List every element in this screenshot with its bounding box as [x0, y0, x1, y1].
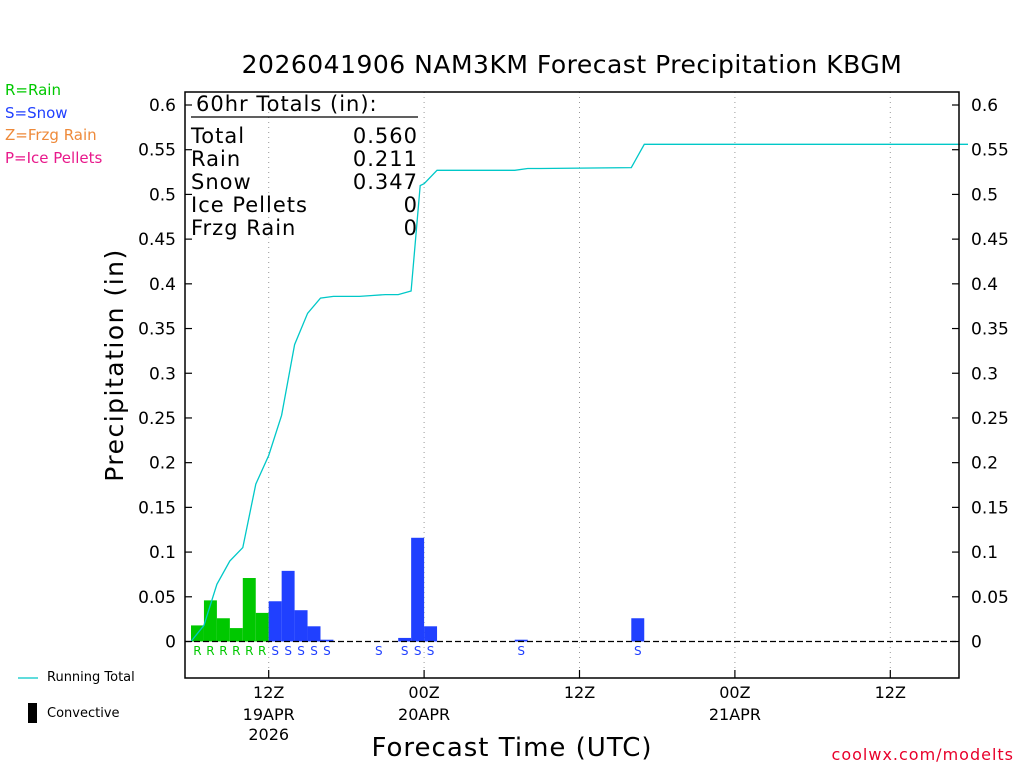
y-axis-left: 0.6 0.55 0.5 0.45 0.4 0.35 0.3 0.25 0.2 0.15 0.1 0.… [138, 96, 192, 653]
ptype-label-hour-26: S [517, 644, 525, 658]
legend-snow: S=Snow [5, 104, 68, 122]
xtick-label-2: 12Z [564, 683, 595, 702]
totals-value-snow: 0.347 [352, 170, 418, 194]
legend-rain: R=Rain [5, 81, 61, 99]
ptype-label-hour-9: S [297, 644, 305, 658]
running-total-legend-label: Running Total [47, 670, 135, 685]
totals-value-rain: 0.211 [352, 147, 418, 171]
legend-frzg-rain: Z=Frzg Rain [5, 126, 97, 144]
totals-label-frzg-rain: Frzg Rain [191, 216, 297, 240]
ytick-right-label-11: 0.05 [971, 588, 1009, 608]
totals-label-rain: Rain [191, 147, 242, 171]
bar-hour-35 [631, 618, 645, 642]
bar-hour-8 [281, 570, 295, 642]
ytick-right-label-2: 0.5 [971, 185, 998, 205]
totals-header: 60hr Totals (in): [196, 92, 378, 116]
ytick-left-label-6: 0.3 [149, 364, 176, 384]
xtick-date-0: 19APR [243, 705, 295, 724]
ptype-label-hour-2: R [206, 644, 214, 658]
convective-legend-swatch [28, 703, 37, 723]
ytick-right-label-9: 0.15 [971, 498, 1009, 518]
ytick-left-label-8: 0.2 [149, 454, 176, 474]
bar-hour-11 [320, 639, 334, 642]
ytick-right-label-6: 0.3 [971, 364, 998, 384]
bar-hour-3 [216, 618, 230, 642]
bar-hour-7 [268, 601, 282, 642]
ptype-label-hour-18: S [414, 644, 422, 658]
xtick-date-1: 20APR [398, 705, 450, 724]
ptype-label-hour-7: S [271, 644, 279, 658]
ytick-left-label-3: 0.45 [138, 230, 176, 250]
ytick-right-label-5: 0.35 [971, 320, 1009, 340]
ytick-right-label-12: 0 [971, 633, 982, 653]
ytick-left-label-11: 0.05 [138, 588, 176, 608]
bar-hour-17 [398, 637, 412, 642]
convective-legend-label: Convective [47, 706, 120, 721]
y-axis-label: Precipitation (in) [100, 248, 129, 482]
ytick-left-label-10: 0.1 [149, 543, 176, 563]
ytick-left-label-5: 0.35 [138, 320, 176, 340]
bar-hour-6 [255, 612, 269, 642]
ytick-right-label-1: 0.55 [971, 141, 1009, 161]
totals-value-total: 0.560 [352, 124, 418, 148]
ytick-right-label-7: 0.25 [971, 409, 1009, 429]
ytick-left-label-12: 0 [165, 633, 176, 653]
ptype-label-hour-15: S [375, 644, 383, 658]
ptype-label-hour-6: R [258, 644, 266, 658]
ytick-left-label-4: 0.4 [149, 275, 176, 295]
running-total-series [190, 143, 968, 642]
bar-hour-9 [294, 610, 308, 642]
ptype-label-hour-35: S [634, 644, 642, 658]
ytick-left-label-1: 0.55 [138, 141, 176, 161]
ptype-label-hour-5: R [245, 644, 253, 658]
ptype-label-hour-1: R [193, 644, 201, 658]
running-total-line [190, 143, 968, 642]
bar-hour-5 [242, 578, 256, 642]
xtick-date-3: 21APR [709, 705, 761, 724]
y-axis-right: 0.6 0.55 0.5 0.45 0.4 0.35 0.3 0.25 0.2 0.15 0.1 0.… [952, 96, 1009, 653]
xtick-label-4: 12Z [875, 683, 906, 702]
xtick-label-3: 00Z [719, 683, 750, 702]
ptype-label-hour-11: S [323, 644, 331, 658]
bar-hour-2 [203, 600, 217, 642]
ytick-left-label-7: 0.25 [138, 409, 176, 429]
ptype-label-hour-3: R [219, 644, 227, 658]
ptype-label-hour-19: S [427, 644, 435, 658]
x-axis-label: Forecast Time (UTC) [371, 733, 653, 763]
ytick-left-label-9: 0.15 [138, 498, 176, 518]
ptype-label-hour-10: S [310, 644, 318, 658]
xtick-label-1: 00Z [408, 683, 439, 702]
credit-link[interactable]: coolwx.com/modelts [831, 745, 1014, 764]
bar-hour-19 [424, 626, 438, 642]
legend-ice-pellets: P=Ice Pellets [5, 149, 103, 167]
ptype-label-hour-17: S [401, 644, 409, 658]
ytick-left-label-0: 0.6 [149, 96, 176, 116]
xtick-label-0: 12Z [253, 683, 284, 702]
bar-hour-10 [307, 626, 321, 642]
totals-label-snow: Snow [191, 170, 252, 194]
bar-hour-26 [514, 639, 528, 642]
plot-frame [184, 91, 960, 679]
ytick-left-label-2: 0.5 [149, 185, 176, 205]
bar-hour-18 [411, 537, 425, 642]
xtick-year-0: 2026 [248, 725, 289, 744]
ytick-right-label-4: 0.4 [971, 275, 998, 295]
bar-hour-4 [229, 628, 243, 642]
ptype-label-hour-8: S [284, 644, 292, 658]
totals-label-ice-pellets: Ice Pellets [191, 193, 308, 217]
ytick-right-label-0: 0.6 [971, 96, 998, 116]
ptype-label-hour-4: R [232, 644, 240, 658]
ytick-right-label-8: 0.2 [971, 454, 998, 474]
hourly-bars [191, 537, 645, 642]
ytick-right-label-3: 0.45 [971, 230, 1009, 250]
totals-label-total: Total [191, 124, 246, 148]
ytick-right-label-10: 0.1 [971, 543, 998, 563]
totals-value-frzg-rain: 0 [403, 216, 418, 240]
chart-title: 2026041906 NAM3KM Forecast Precipitation… [241, 50, 903, 79]
totals-value-ice-pellets: 0 [403, 193, 418, 217]
